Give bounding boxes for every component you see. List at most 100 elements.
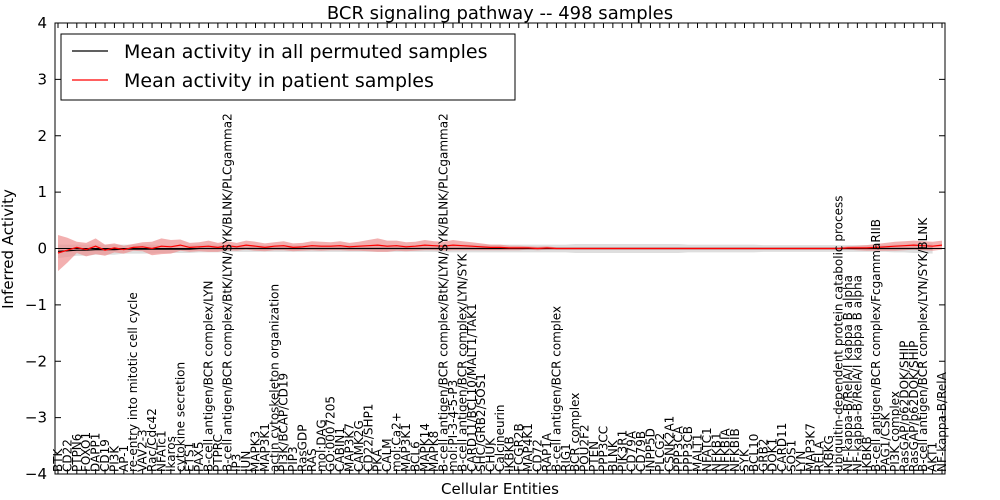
x-tick-label: NFKBIA — [719, 427, 733, 472]
x-tick-label: PPP3CA — [672, 425, 686, 472]
x-tick-label: PTPRC — [211, 434, 225, 472]
x-tick-label: PAG1/CSK — [879, 412, 893, 472]
x-tick-label: RAS — [305, 448, 319, 472]
x-tick-label: CARD11/BCL10/MALT1/TAK1 — [465, 303, 479, 472]
x-tick-label: cytokine secretion — [173, 362, 187, 472]
x-tick-label: PTEN — [587, 441, 601, 472]
legend: Mean activity in all permuted samples Me… — [60, 33, 516, 101]
x-tick-label: CHUK — [484, 437, 498, 472]
x-tick-label: B-cell antigen/BCR complex — [549, 306, 563, 472]
x-tick-label: PLCG2 — [653, 433, 667, 472]
y-tick-label: −1 — [25, 296, 47, 314]
x-tick-label: SYK — [738, 448, 752, 472]
y-tick-label: 0 — [37, 240, 47, 258]
x-tick-label: PI3K/BCAP/CD19 — [277, 373, 291, 472]
x-tick-label: IP3 — [230, 454, 244, 472]
x-tick-label: JUN — [239, 451, 253, 473]
x-tick-label: Calcineurin — [493, 405, 507, 472]
x-tick-label: B-cell antigen/BCR complex/LYN — [202, 280, 216, 472]
x-tick-label: re-entry into mitotic cell cycle — [126, 292, 140, 472]
x-tick-label: BCL10 — [747, 434, 761, 472]
y-tick-label: 3 — [37, 70, 47, 88]
x-tick-label: GO:0007205 — [324, 396, 338, 472]
x-tick-label: PAX5 — [192, 441, 206, 472]
chart-title: BCR signaling pathway -- 498 samples — [327, 3, 673, 24]
x-tick-label: PPP3CB — [681, 426, 695, 472]
x-tick-label: BCR complex — [568, 393, 582, 472]
x-tick-label: B-cell antigen/BCR complex/LYN/SYK — [455, 252, 469, 472]
x-tick-label: LYN — [794, 451, 808, 472]
x-tick-label: IKBKG — [822, 435, 836, 472]
x-tick-label: AKT1 — [926, 442, 940, 472]
x-tick-label: MAPK3 — [249, 431, 263, 472]
y-tick-label: −3 — [25, 409, 47, 427]
x-tick-label: ubiquitin-dependent protein catabolic pr… — [832, 196, 846, 472]
x-tick-label: MAP3K1 — [399, 423, 413, 472]
x-tick-label: NFATc1 — [154, 430, 168, 472]
x-tick-label: Rac/Cdc42 — [145, 408, 159, 472]
x-tick-label: FCGR2B — [512, 423, 526, 472]
x-tick-label: RasGAP/p62DOK/SHIP — [897, 341, 911, 472]
x-tick-label: FOXO1 — [79, 432, 93, 472]
x-tick-label: RasGDP — [296, 425, 310, 472]
x-axis-label: Cellular Entities — [441, 480, 559, 498]
x-tick-label: BLNK — [606, 439, 620, 472]
x-tick-label: CD79A — [625, 430, 639, 472]
x-tick-label: B-cell antigen/BCR complex/BtK/LYN/SYK/B… — [220, 113, 234, 472]
x-tick-label: BCL6 — [408, 441, 422, 472]
x-tick-label: mol:PI-3-4-5-P3 — [446, 380, 460, 472]
x-tick-label: RIG1 — [559, 443, 573, 472]
patient-band-layer — [58, 235, 942, 272]
y-tick-label: −2 — [25, 352, 47, 370]
x-tick-label: POU2F2 — [578, 424, 592, 472]
x-tick-label: CARD11 — [775, 423, 789, 472]
x-tick-label: PIK3R1 — [615, 430, 629, 472]
x-tick-label: Ikaros — [164, 436, 178, 472]
x-tick-label: CAMK2G — [352, 420, 366, 472]
legend-box — [60, 33, 516, 101]
x-tick-label: MAPK14 — [418, 423, 432, 472]
x-tick-label: CALM — [380, 438, 394, 472]
x-tick-label: CD22 — [60, 439, 74, 472]
patient-band — [58, 235, 942, 272]
x-tick-label: CD72 — [531, 439, 545, 472]
x-tick-label: INPP5D — [644, 428, 658, 472]
x-tick-label: IKBKB — [860, 436, 874, 472]
y-axis: −4 −3 −2 −1 0 1 2 3 4 — [25, 14, 945, 483]
x-tick-label: NF-kappa-B/RelA — [935, 371, 949, 472]
x-tick-label: NF-kappa-B/RelA/I kappa B alpha — [841, 275, 855, 472]
x-tick-label: MALT1 — [691, 433, 705, 472]
x-tick-label: actin cytoskeleton organization — [267, 284, 281, 472]
x-tick-label: DOK1 — [766, 438, 780, 472]
x-tick-label: RELA — [813, 440, 827, 472]
patient-mean-line — [57, 244, 943, 254]
x-tick-label: CSNK2A1 — [662, 416, 676, 472]
x-tick-label: PI3K — [107, 445, 121, 472]
x-tick-label: MAP3K7 — [343, 423, 357, 472]
legend-patient-label: Mean activity in patient samples — [124, 70, 434, 92]
x-tick-label: AP-1 — [117, 445, 131, 472]
y-tick-label: 2 — [37, 127, 47, 145]
x-tick-label: B-cell antigen/BCR complex/FcgammaRIIB — [869, 219, 883, 472]
x-tick-label: mol:DAG — [314, 419, 328, 472]
x-tick-label: MAP3K7 — [803, 423, 817, 472]
x-tick-label: NFKB1 — [709, 432, 723, 472]
x-tick-label: ETS1 — [183, 442, 197, 472]
patient-mean-layer — [57, 244, 943, 254]
y-tick-label: 1 — [37, 183, 47, 201]
x-tick-label: BTK — [51, 447, 65, 472]
x-tick-label: PPP3CC — [596, 426, 610, 472]
x-tick-label: MAPK8 — [427, 431, 441, 472]
x-tick-label: MAP4K1 — [521, 423, 535, 472]
x-tick-label: PIP3 — [286, 446, 300, 472]
x-tick-label: CD79B — [634, 431, 648, 472]
x-tick-label: mol:Ca2+ — [390, 412, 404, 472]
y-tick-label: −4 — [25, 465, 47, 483]
x-axis: BTKCD22PTPN6FOXO1DAPP1CD19PI3KAP-1re-ent… — [51, 23, 949, 474]
y-axis-label: Inferred Activity — [0, 189, 17, 309]
x-tick-label: NFATC1 — [700, 427, 714, 472]
x-tick-label: CD22/SHP1 — [361, 404, 375, 472]
x-tick-label: B-cell antigen/BCR complex/LYN/SYK/BLNK — [916, 217, 930, 472]
x-tick-label: PI3K complex — [888, 391, 902, 472]
